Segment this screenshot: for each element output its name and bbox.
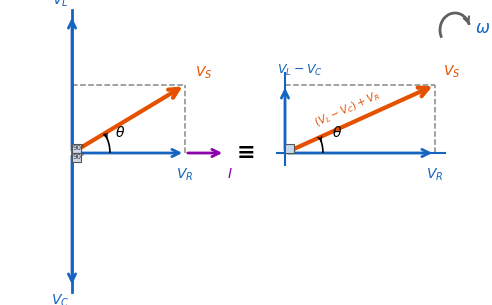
Text: $V_C$: $V_C$	[51, 293, 69, 305]
Text: $\omega$: $\omega$	[475, 19, 490, 37]
Text: $V_R$: $V_R$	[176, 167, 194, 183]
Text: $I$: $I$	[227, 167, 233, 181]
Polygon shape	[72, 153, 81, 162]
Polygon shape	[72, 144, 81, 153]
Text: 90°: 90°	[72, 145, 85, 152]
Text: $V_R$: $V_R$	[427, 167, 444, 183]
Text: $V_L - V_C$: $V_L - V_C$	[277, 63, 323, 78]
Text: $(V_L - V_C) + V_R$: $(V_L - V_C) + V_R$	[312, 88, 382, 130]
Text: $\theta$: $\theta$	[332, 125, 342, 140]
Text: $V_S$: $V_S$	[443, 64, 461, 80]
Text: 90°: 90°	[72, 155, 85, 160]
Text: $\theta$: $\theta$	[115, 125, 125, 140]
Text: $V_L$: $V_L$	[52, 0, 68, 9]
Polygon shape	[285, 144, 294, 153]
Text: $V_S$: $V_S$	[195, 65, 213, 81]
Text: ≡: ≡	[237, 143, 255, 163]
